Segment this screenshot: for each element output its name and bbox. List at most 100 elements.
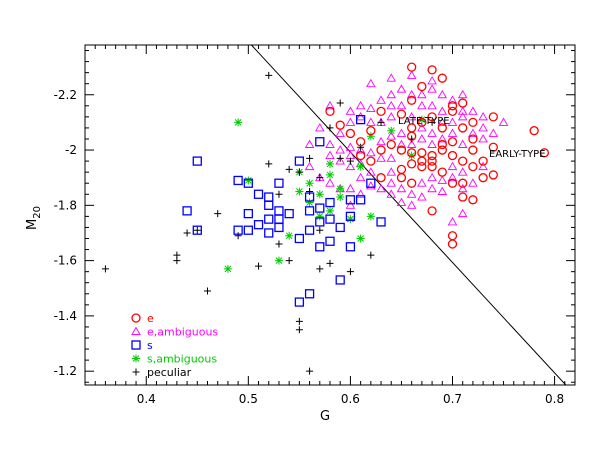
data-point xyxy=(447,101,458,111)
data-point xyxy=(192,225,202,235)
data-point xyxy=(427,100,437,110)
data-point xyxy=(406,70,417,79)
data-point xyxy=(345,106,356,115)
series-peculiar xyxy=(101,71,436,375)
data-point xyxy=(304,206,315,216)
classification-divider-line xyxy=(251,44,567,386)
data-point xyxy=(407,123,417,133)
data-point xyxy=(478,134,488,143)
data-point xyxy=(284,208,294,219)
data-point xyxy=(346,157,354,165)
data-point xyxy=(468,195,478,205)
data-point xyxy=(366,103,376,113)
data-point xyxy=(355,189,366,198)
data-point xyxy=(345,200,356,209)
data-point xyxy=(183,229,191,237)
data-point xyxy=(295,168,303,176)
data-point xyxy=(366,181,376,190)
data-point xyxy=(427,161,437,172)
data-point xyxy=(406,89,417,99)
data-point xyxy=(498,117,509,126)
data-point xyxy=(315,137,325,147)
data-point xyxy=(396,197,407,207)
data-point xyxy=(355,150,366,161)
data-point xyxy=(264,228,274,238)
data-point xyxy=(295,317,303,325)
data-point xyxy=(427,76,437,85)
data-point xyxy=(316,226,324,234)
data-point xyxy=(326,170,334,179)
data-point xyxy=(406,189,417,198)
data-point xyxy=(437,145,447,155)
data-point xyxy=(243,225,253,235)
data-point xyxy=(304,289,315,299)
data-point xyxy=(315,203,325,213)
data-point xyxy=(376,153,386,162)
data-point xyxy=(355,195,366,205)
data-point xyxy=(417,161,427,172)
data-point xyxy=(407,159,417,169)
data-point xyxy=(437,167,447,177)
data-point xyxy=(386,178,397,187)
data-point xyxy=(355,137,366,147)
axis-ticks xyxy=(84,45,576,385)
data-point xyxy=(437,89,448,99)
data-point xyxy=(427,206,437,216)
data-point xyxy=(325,236,335,246)
data-point xyxy=(304,225,315,235)
data-point xyxy=(417,117,427,128)
data-point xyxy=(447,239,458,249)
y-tick-label: -1.2 xyxy=(54,364,77,378)
data-point xyxy=(304,139,315,148)
data-point xyxy=(468,106,478,115)
data-point xyxy=(427,84,437,93)
data-point xyxy=(468,128,478,137)
data-point xyxy=(447,231,458,241)
legend-label: s xyxy=(147,339,153,352)
legend-marker xyxy=(132,354,140,363)
data-point xyxy=(447,95,458,104)
y-tick-label: -1.4 xyxy=(54,309,77,323)
data-point xyxy=(457,183,468,193)
x-tick-label: 0.4 xyxy=(137,392,156,406)
data-point xyxy=(345,183,356,193)
data-point xyxy=(366,126,376,136)
data-point xyxy=(406,200,417,209)
data-point xyxy=(355,100,366,110)
late-type-annotation: LATE-TYPE xyxy=(398,116,450,127)
data-point xyxy=(295,326,303,334)
data-point xyxy=(243,208,253,219)
data-point xyxy=(355,111,366,121)
data-point xyxy=(406,139,417,148)
data-point xyxy=(315,242,325,252)
data-point xyxy=(173,251,181,259)
data-point xyxy=(396,128,407,137)
data-point xyxy=(265,71,273,79)
data-point xyxy=(468,117,478,128)
data-point xyxy=(427,183,437,193)
data-point xyxy=(234,232,242,240)
data-point xyxy=(396,164,407,175)
data-point xyxy=(447,217,458,226)
data-point xyxy=(345,117,356,126)
legend-marker xyxy=(131,313,141,323)
data-point xyxy=(457,208,468,218)
data-point xyxy=(345,242,356,252)
data-point xyxy=(458,156,468,166)
data-point xyxy=(386,89,397,99)
data-point xyxy=(396,139,407,148)
data-point xyxy=(285,257,293,265)
data-point xyxy=(468,134,478,144)
data-point xyxy=(447,178,458,188)
data-point xyxy=(376,217,386,227)
data-point xyxy=(468,178,478,187)
data-point xyxy=(458,192,468,202)
data-point xyxy=(376,145,386,155)
data-point xyxy=(325,150,335,160)
data-point xyxy=(417,178,427,187)
data-point xyxy=(326,259,334,267)
data-point xyxy=(234,118,243,127)
series-s-ambiguous xyxy=(223,115,426,273)
